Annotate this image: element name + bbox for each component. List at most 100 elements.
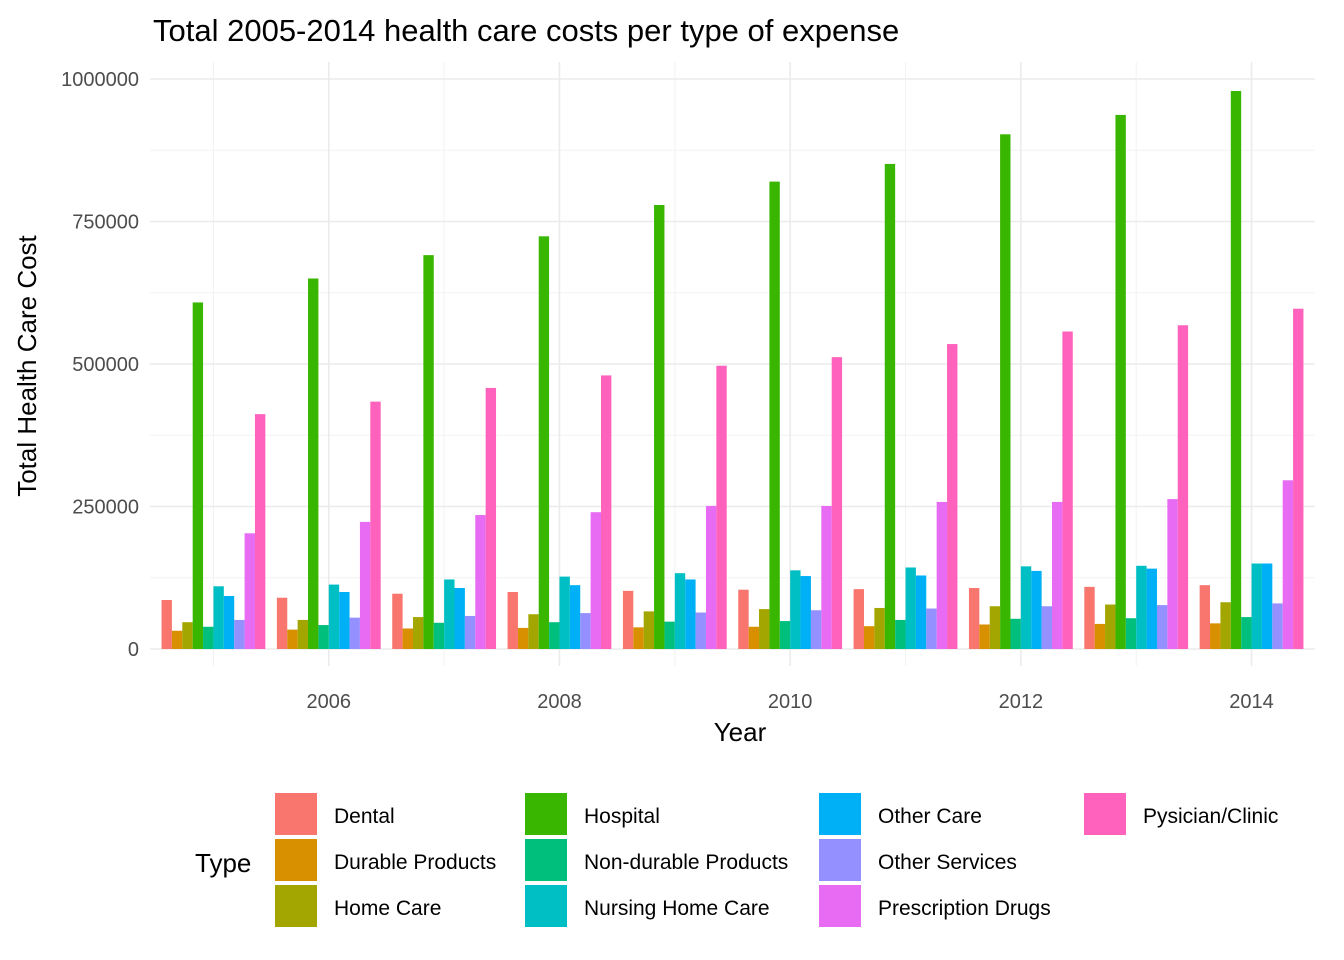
bar-dental-2012 <box>968 588 980 649</box>
x-axis-ticks: 2006 2008 2010 2012 2014 <box>307 691 1274 713</box>
bar-nursing-home-care-2010 <box>790 570 801 649</box>
bar-other-care-2009 <box>685 579 696 649</box>
bar-other-care-2008 <box>569 585 581 649</box>
legend-label: Hospital <box>584 805 660 828</box>
bar-other-care-2007 <box>454 588 465 649</box>
bar-durable-products-2009 <box>633 627 644 649</box>
legend-key <box>525 885 567 927</box>
legend-key <box>819 885 861 927</box>
bar-non-durable-products-2011 <box>895 619 906 649</box>
bar-dental-2008 <box>507 592 518 649</box>
x-tick-label: 2008 <box>537 691 582 713</box>
bar-prescription-drugs-2012 <box>1052 501 1063 649</box>
y-tick-label: 500000 <box>72 354 139 376</box>
bar-other-services-2005 <box>234 619 245 649</box>
bar-non-durable-products-2010 <box>779 621 791 649</box>
x-tick-label: 2012 <box>999 691 1044 713</box>
bar-home-care-2012 <box>989 606 1001 649</box>
bar-non-durable-products-2005 <box>203 626 214 649</box>
bar-hospital-2006 <box>308 278 319 649</box>
bar-durable-products-2013 <box>1094 623 1106 649</box>
bar-prescription-drugs-2006 <box>359 521 371 649</box>
bar-hospital-2011 <box>884 163 896 649</box>
bar-home-care-2010 <box>759 609 770 649</box>
bar-pysician-clinic-2012 <box>1062 331 1073 649</box>
bar-pysician-clinic-2008 <box>601 375 612 649</box>
bar-other-services-2006 <box>349 617 360 649</box>
bar-other-care-2012 <box>1031 570 1042 649</box>
bar-home-care-2014 <box>1220 602 1231 649</box>
bar-nursing-home-care-2008 <box>559 576 570 649</box>
legend-label: Nursing Home Care <box>584 897 770 920</box>
bar-dental-2009 <box>622 590 634 649</box>
y-tick-label: 250000 <box>72 497 139 519</box>
bar-non-durable-products-2014 <box>1241 617 1252 649</box>
legend-label: Other Services <box>878 851 1017 874</box>
bar-prescription-drugs-2011 <box>936 501 948 649</box>
bar-dental-2007 <box>392 593 403 649</box>
bar-nursing-home-care-2006 <box>328 584 340 649</box>
bar-non-durable-products-2008 <box>549 622 560 649</box>
legend-title: Type <box>195 848 251 878</box>
y-tick-label: 1000000 <box>61 69 139 91</box>
bar-prescription-drugs-2013 <box>1167 499 1178 649</box>
legend-label: Non-durable Products <box>584 851 788 874</box>
bar-durable-products-2011 <box>864 626 875 649</box>
bar-hospital-2007 <box>423 255 434 649</box>
bar-other-care-2005 <box>223 595 235 649</box>
legend-key <box>525 793 567 835</box>
bar-other-care-2013 <box>1146 568 1157 649</box>
legend-key <box>1084 793 1126 835</box>
y-axis-ticks: 0 250000 500000 750000 1000000 <box>61 69 139 661</box>
bar-non-durable-products-2007 <box>433 622 445 649</box>
bar-non-durable-products-2012 <box>1010 618 1021 649</box>
bar-home-care-2013 <box>1105 604 1116 649</box>
bar-home-care-2011 <box>874 607 885 649</box>
bar-prescription-drugs-2008 <box>590 512 601 649</box>
bar-other-services-2012 <box>1041 606 1053 649</box>
legend-key <box>275 793 317 835</box>
bar-other-care-2010 <box>800 576 811 649</box>
bar-non-durable-products-2013 <box>1125 618 1137 649</box>
x-axis-title: Year <box>714 717 767 747</box>
bar-dental-2010 <box>738 589 749 649</box>
bar-other-services-2009 <box>695 612 706 649</box>
bar-other-services-2010 <box>810 610 822 649</box>
bar-hospital-2013 <box>1115 114 1126 649</box>
bar-dental-2006 <box>276 597 288 649</box>
bar-durable-products-2006 <box>287 629 298 649</box>
legend-key <box>525 839 567 881</box>
bar-nursing-home-care-2012 <box>1020 566 1032 649</box>
bar-pysician-clinic-2014 <box>1293 308 1304 649</box>
legend: Dental Durable Products Home Care Hospital N… <box>275 793 1278 927</box>
bar-durable-products-2014 <box>1210 623 1221 649</box>
bar-nursing-home-care-2009 <box>674 573 686 649</box>
bar-other-services-2008 <box>580 613 591 649</box>
bar-prescription-drugs-2005 <box>244 533 255 649</box>
bar-hospital-2010 <box>769 181 780 649</box>
bar-other-services-2014 <box>1272 603 1283 649</box>
bar-nursing-home-care-2011 <box>905 567 916 649</box>
bar-home-care-2009 <box>643 611 655 649</box>
bar-nursing-home-care-2005 <box>213 586 224 649</box>
bar-durable-products-2007 <box>402 628 413 649</box>
legend-label: Prescription Drugs <box>878 897 1051 920</box>
x-tick-label: 2006 <box>307 691 352 713</box>
bar-prescription-drugs-2010 <box>821 505 832 649</box>
bar-hospital-2009 <box>654 204 665 649</box>
grid <box>150 62 1315 666</box>
bar-dental-2005 <box>161 599 172 649</box>
bar-home-care-2008 <box>528 614 539 649</box>
legend-label: Pysician/Clinic <box>1143 805 1278 828</box>
bar-pysician-clinic-2010 <box>831 357 843 649</box>
legend-label: Dental <box>334 805 395 828</box>
bar-other-care-2006 <box>339 592 350 649</box>
bar-pysician-clinic-2009 <box>716 365 727 649</box>
y-axis-title: Total Health Care Cost <box>12 234 42 496</box>
bar-pysician-clinic-2011 <box>947 344 958 649</box>
bar-nursing-home-care-2014 <box>1251 563 1262 649</box>
bar-hospital-2014 <box>1230 90 1242 650</box>
bar-nursing-home-care-2013 <box>1136 565 1147 649</box>
bar-prescription-drugs-2007 <box>475 515 486 649</box>
